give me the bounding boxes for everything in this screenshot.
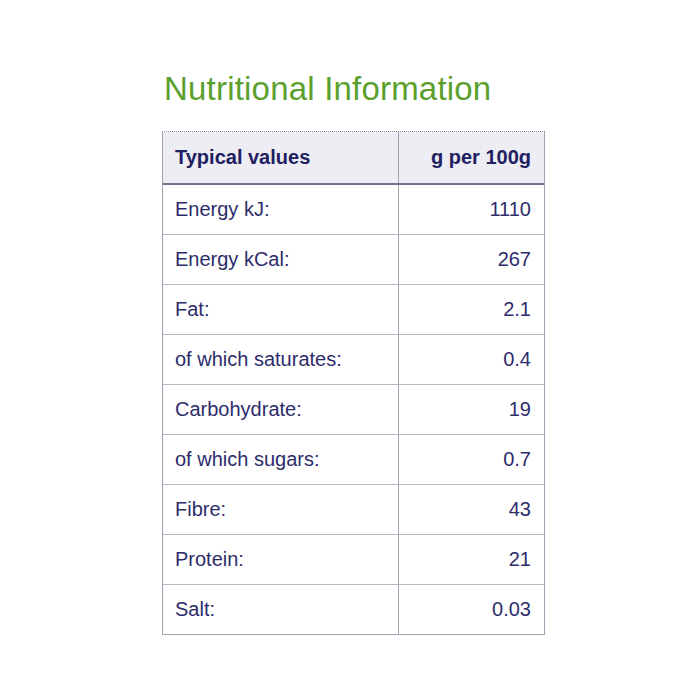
table-header-row: Typical values g per 100g xyxy=(163,132,544,183)
table-row-energy-kj: Energy kJ: 1110 xyxy=(163,183,544,234)
table-row-sugars: of which sugars: 0.7 xyxy=(163,434,544,484)
row-value: 2.1 xyxy=(399,285,544,334)
row-label: Fat: xyxy=(163,285,399,334)
column-header-g-per-100g: g per 100g xyxy=(399,132,544,183)
table-row-fibre: Fibre: 43 xyxy=(163,484,544,534)
table-row-protein: Protein: 21 xyxy=(163,534,544,584)
row-label: Fibre: xyxy=(163,485,399,534)
row-label: of which saturates: xyxy=(163,335,399,384)
table-row-carbohydrate: Carbohydrate: 19 xyxy=(163,384,544,434)
row-value: 43 xyxy=(399,485,544,534)
row-label: Salt: xyxy=(163,585,399,634)
table-row-salt: Salt: 0.03 xyxy=(163,584,544,634)
row-value: 19 xyxy=(399,385,544,434)
table-row-energy-kcal: Energy kCal: 267 xyxy=(163,234,544,284)
row-value: 0.03 xyxy=(399,585,544,634)
table-row-fat: Fat: 2.1 xyxy=(163,284,544,334)
nutrition-table: Typical values g per 100g Energy kJ: 111… xyxy=(162,131,545,635)
page-title: Nutritional Information xyxy=(164,70,491,108)
table-row-saturates: of which saturates: 0.4 xyxy=(163,334,544,384)
row-label: of which sugars: xyxy=(163,435,399,484)
page: Nutritional Information Typical values g… xyxy=(0,0,700,700)
row-value: 267 xyxy=(399,235,544,284)
row-label: Energy kCal: xyxy=(163,235,399,284)
row-label: Carbohydrate: xyxy=(163,385,399,434)
row-value: 0.7 xyxy=(399,435,544,484)
column-header-typical-values: Typical values xyxy=(163,132,399,183)
row-value: 0.4 xyxy=(399,335,544,384)
row-value: 1110 xyxy=(399,185,544,234)
row-label: Energy kJ: xyxy=(163,185,399,234)
row-value: 21 xyxy=(399,535,544,584)
row-label: Protein: xyxy=(163,535,399,584)
